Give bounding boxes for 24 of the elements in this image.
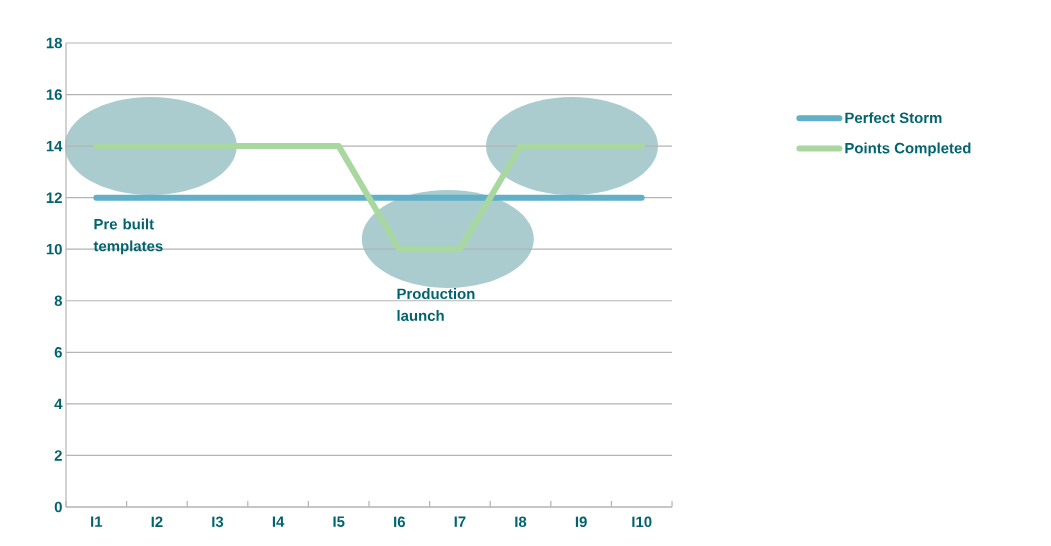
- x-tick-label: I2: [151, 516, 163, 527]
- x-tick-label: I3: [212, 516, 224, 528]
- x-tick-label: I10: [632, 516, 652, 528]
- legend-label: Points Completed: [845, 142, 971, 157]
- y-tick-label: 10: [46, 243, 62, 255]
- annotation: Pre built templates: [93, 218, 163, 255]
- y-tick-label: 12: [46, 192, 62, 203]
- legend-label: Perfect Storm: [845, 112, 942, 124]
- x-tick-label: I1: [91, 516, 103, 527]
- y-tick-label: 8: [54, 295, 63, 307]
- y-tick-label: 4: [54, 398, 63, 410]
- x-tick-label: I4: [272, 516, 285, 527]
- y-tick-label: 14: [46, 140, 63, 152]
- x-tick-label: I8: [515, 516, 527, 528]
- annotation: Production launch: [397, 288, 475, 321]
- x-tick-label: I6: [394, 516, 405, 528]
- x-tick-label: I9: [575, 516, 587, 528]
- y-tick-label: 16: [46, 89, 62, 100]
- x-tick-label: I5: [333, 516, 345, 527]
- x-tick-label: I7: [454, 516, 466, 527]
- y-tick-label: 2: [54, 450, 62, 461]
- y-tick-label: 0: [54, 501, 62, 513]
- y-tick-label: 18: [46, 37, 63, 49]
- y-tick-label: 6: [54, 347, 62, 358]
